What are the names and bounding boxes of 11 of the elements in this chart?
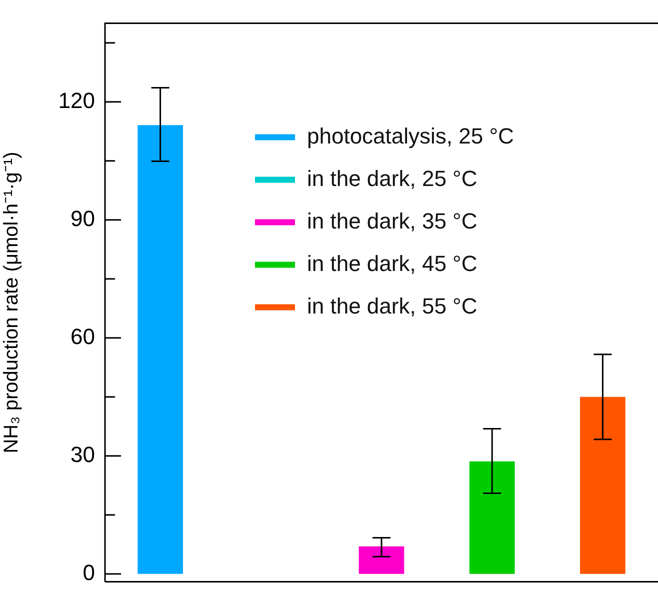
y-tick-label: 0 (82, 560, 95, 585)
y-tick-label: 90 (70, 206, 95, 231)
legend-label: in the dark, 45 °C (307, 250, 478, 276)
y-tick-label: 60 (70, 324, 95, 349)
legend-label: in the dark, 35 °C (307, 208, 478, 234)
y-tick-label: 30 (70, 442, 95, 467)
y-tick-label: 120 (58, 88, 95, 113)
legend-label: photocatalysis, 25 °C (307, 123, 514, 148)
legend-label: in the dark, 55 °C (307, 293, 478, 318)
legend-label: in the dark, 25 °C (307, 166, 478, 191)
y-axis-title: NH₃ production rate (μmol·h⁻¹·g⁻¹) (0, 152, 23, 454)
